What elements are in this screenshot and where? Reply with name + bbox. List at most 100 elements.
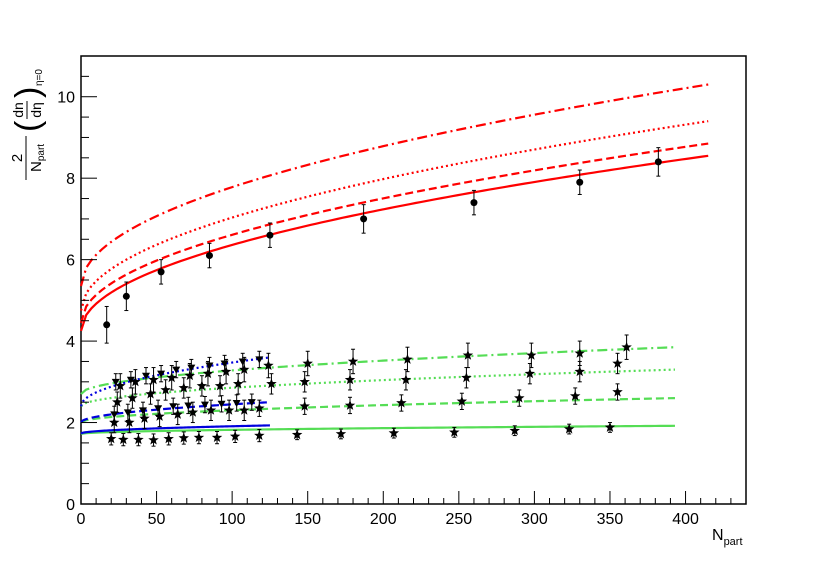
data-point-star bbox=[396, 397, 407, 408]
data-point-star bbox=[229, 430, 241, 441]
data-point-star bbox=[509, 425, 520, 436]
data-point-triangle bbox=[200, 401, 209, 409]
data-point-star bbox=[524, 368, 536, 379]
data-point-triangle bbox=[232, 399, 241, 407]
data-point-circle bbox=[470, 199, 478, 207]
data-point-triangle bbox=[141, 372, 150, 380]
data-point-star bbox=[148, 434, 159, 445]
data-point-circle bbox=[654, 158, 662, 166]
data-point-star bbox=[118, 434, 129, 445]
data-point-star bbox=[347, 355, 359, 366]
y-tick-label: 10 bbox=[57, 90, 75, 107]
data-point-star bbox=[266, 378, 277, 389]
data-point-triangle bbox=[126, 376, 135, 384]
data-point-circle bbox=[266, 231, 274, 239]
data-point-circle bbox=[576, 178, 584, 186]
model-curve-dashdot bbox=[80, 346, 676, 395]
data-point-circle bbox=[157, 268, 165, 276]
data-point-star bbox=[211, 432, 223, 443]
model-curve-solid bbox=[79, 154, 709, 332]
x-tick-label: 250 bbox=[445, 511, 472, 528]
y-label-paren-open: ( bbox=[9, 120, 47, 132]
data-point-triangle bbox=[154, 405, 163, 413]
data-point-star bbox=[220, 366, 232, 377]
data-point-star bbox=[154, 410, 165, 421]
data-point-star bbox=[254, 430, 265, 441]
data-point-star bbox=[263, 360, 274, 370]
data-point-star bbox=[130, 376, 141, 387]
data-point-star bbox=[133, 434, 144, 445]
data-point-triangle bbox=[255, 356, 264, 364]
data-point-star bbox=[124, 417, 135, 427]
y-label-denominator: Npart bbox=[28, 144, 47, 172]
data-point-triangle bbox=[169, 403, 178, 411]
data-point-triangle bbox=[238, 358, 247, 366]
data-point-star bbox=[388, 427, 400, 438]
data-point-star bbox=[127, 392, 138, 403]
data-point-circle bbox=[360, 215, 368, 223]
data-point-triangle bbox=[217, 400, 226, 408]
model-curve-dashed bbox=[79, 142, 709, 324]
y-label-deta: dη bbox=[28, 102, 44, 118]
data-point-triangle bbox=[172, 366, 181, 374]
data-point-star bbox=[621, 341, 632, 352]
data-point-circle bbox=[122, 292, 130, 300]
data-point-star bbox=[172, 408, 183, 419]
model-curve-dotted bbox=[80, 368, 676, 408]
curves-layer bbox=[79, 83, 709, 436]
model-curve-dashed bbox=[80, 401, 270, 424]
data-point-star bbox=[335, 428, 347, 439]
data-point-star bbox=[254, 402, 265, 413]
x-tick-label: 0 bbox=[77, 511, 86, 528]
data-point-triangle bbox=[111, 378, 120, 386]
model-curve-solid bbox=[80, 424, 270, 435]
data-point-star bbox=[239, 364, 250, 375]
data-point-star bbox=[344, 399, 356, 410]
data-point-triangle bbox=[205, 362, 214, 370]
y-tick-label: 0 bbox=[66, 497, 75, 514]
x-tick-label: 350 bbox=[597, 511, 624, 528]
data-point-star bbox=[299, 376, 310, 387]
model-curve-dotted bbox=[79, 356, 271, 407]
data-point-star bbox=[232, 378, 244, 389]
data-point-triangle bbox=[220, 360, 229, 368]
x-tick-label: 200 bbox=[370, 511, 397, 528]
data-point-star bbox=[178, 432, 189, 443]
x-axis: 0 50 100 150 200 250 300 350 400 bbox=[77, 491, 747, 528]
data-point-star bbox=[193, 432, 205, 443]
y-axis: 0 2 4 6 8 10 bbox=[57, 55, 97, 514]
y-tick-label: 4 bbox=[66, 334, 75, 351]
x-tick-label: 50 bbox=[148, 511, 166, 528]
data-point-triangle bbox=[123, 409, 132, 417]
data-point-star bbox=[163, 433, 174, 444]
data-point-star bbox=[166, 372, 177, 383]
data-point-star bbox=[139, 412, 150, 423]
data-point-star bbox=[574, 366, 585, 377]
y-label-subscript: η=0 bbox=[34, 69, 45, 86]
data-point-star bbox=[569, 390, 581, 401]
data-point-star bbox=[514, 392, 525, 403]
data-point-star bbox=[239, 404, 250, 415]
model-curve-dashdot bbox=[79, 83, 709, 287]
data-point-triangle bbox=[110, 411, 119, 419]
x-tick-label: 100 bbox=[219, 511, 246, 528]
y-label-paren-close: ) bbox=[9, 87, 47, 98]
data-point-star bbox=[612, 386, 623, 397]
model-curve-dotted bbox=[79, 120, 709, 311]
data-point-star bbox=[400, 374, 412, 385]
data-point-star bbox=[526, 349, 537, 360]
data-point-star bbox=[196, 380, 208, 391]
data-point-star bbox=[456, 395, 468, 406]
data-point-star bbox=[461, 372, 472, 383]
data-point-star bbox=[462, 349, 474, 360]
data-point-star bbox=[563, 423, 575, 434]
data-point-triangle bbox=[157, 370, 166, 378]
data-point-star bbox=[187, 406, 199, 417]
y-tick-label: 8 bbox=[66, 171, 75, 188]
data-point-triangle bbox=[187, 364, 196, 372]
data-point-star bbox=[160, 384, 171, 395]
data-point-star bbox=[145, 388, 156, 399]
data-point-star bbox=[402, 353, 413, 364]
x-tick-label: 400 bbox=[672, 511, 699, 528]
data-point-triangle bbox=[247, 399, 256, 407]
